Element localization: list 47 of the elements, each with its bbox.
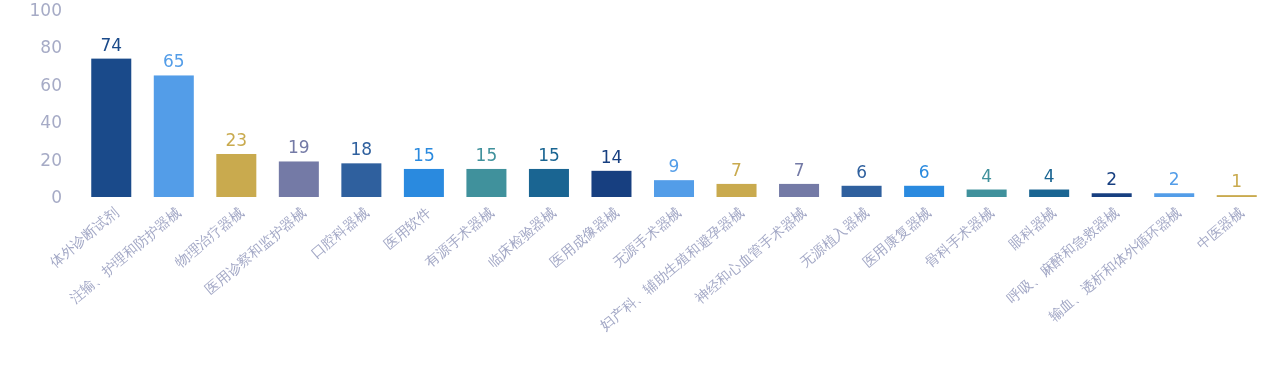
- data-label: 74: [100, 34, 123, 55]
- x-tick-label: 口腔科器械: [307, 204, 372, 262]
- data-label: 15: [538, 144, 560, 165]
- bar: [403, 168, 444, 197]
- data-label: 19: [288, 137, 310, 158]
- data-label: 18: [350, 139, 373, 160]
- bar: [591, 170, 632, 197]
- bar: [1029, 189, 1070, 197]
- data-label: 1: [1231, 171, 1243, 192]
- data-label: 23: [225, 129, 248, 150]
- bar: [528, 168, 569, 197]
- data-label: 4: [1043, 165, 1055, 186]
- y-tick-label: 40: [40, 112, 62, 133]
- data-label: 7: [793, 159, 805, 180]
- bar: [1091, 193, 1132, 197]
- y-tick-label: 80: [40, 37, 62, 58]
- data-label: 15: [413, 144, 435, 165]
- y-tick-label: 100: [29, 0, 62, 20]
- data-label: 7: [731, 159, 742, 180]
- data-label: 4: [981, 165, 993, 186]
- bar: [716, 183, 757, 197]
- data-label: 15: [475, 144, 498, 165]
- bar: [216, 153, 257, 197]
- bar: [341, 163, 382, 197]
- bar: [904, 185, 945, 197]
- data-label: 14: [600, 146, 623, 167]
- bar: [653, 180, 695, 197]
- data-label: 6: [918, 161, 930, 182]
- bar: [966, 189, 1007, 197]
- data-label: 6: [856, 161, 867, 182]
- y-tick-label: 60: [40, 74, 62, 95]
- bar: [153, 75, 194, 197]
- x-tick-label: 中医器械: [1193, 204, 1247, 253]
- x-tick-label: 医用软件: [380, 204, 434, 253]
- bar: [841, 185, 882, 197]
- bar: [779, 183, 820, 197]
- data-label: 9: [668, 156, 680, 177]
- y-tick-label: 20: [40, 149, 62, 170]
- bar: [466, 168, 507, 197]
- data-label: 2: [1106, 169, 1118, 190]
- data-label: 65: [162, 51, 185, 72]
- bar: [1154, 193, 1195, 197]
- data-label: 2: [1168, 169, 1180, 190]
- x-tick-label: 眼科器械: [1005, 204, 1060, 253]
- bar: [91, 58, 132, 197]
- bar: [278, 161, 319, 197]
- y-tick-label: 0: [51, 187, 62, 207]
